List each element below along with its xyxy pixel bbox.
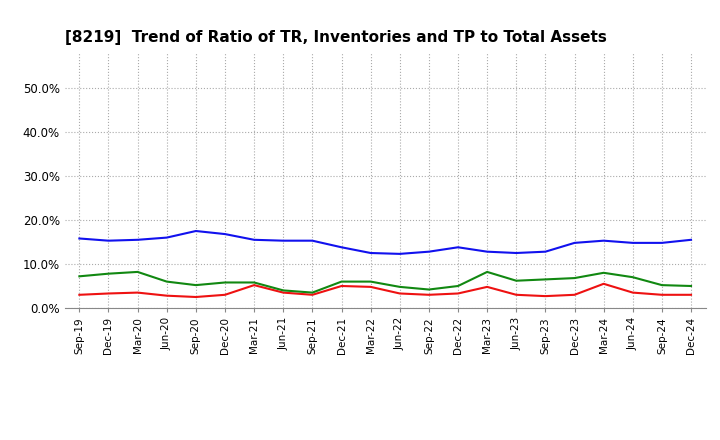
Trade Payables bbox=[599, 270, 608, 275]
Trade Payables bbox=[250, 280, 258, 285]
Inventories bbox=[570, 240, 579, 246]
Trade Receivables bbox=[250, 282, 258, 288]
Trade Receivables bbox=[657, 292, 666, 297]
Inventories bbox=[220, 231, 229, 237]
Trade Payables bbox=[512, 278, 521, 283]
Trade Payables bbox=[279, 288, 287, 293]
Trade Payables bbox=[133, 269, 142, 275]
Trade Payables bbox=[104, 271, 113, 276]
Inventories bbox=[366, 250, 375, 256]
Trade Payables bbox=[570, 275, 579, 281]
Trade Receivables bbox=[541, 293, 550, 299]
Inventories bbox=[657, 240, 666, 246]
Trade Receivables bbox=[163, 293, 171, 298]
Trade Receivables bbox=[75, 292, 84, 297]
Trade Payables bbox=[366, 279, 375, 284]
Trade Receivables bbox=[337, 283, 346, 289]
Trade Payables bbox=[220, 280, 229, 285]
Trade Payables bbox=[308, 290, 317, 295]
Trade Receivables bbox=[395, 291, 404, 296]
Inventories bbox=[687, 237, 696, 242]
Inventories bbox=[104, 238, 113, 243]
Inventories bbox=[308, 238, 317, 243]
Line: Trade Payables: Trade Payables bbox=[79, 272, 691, 293]
Inventories bbox=[192, 228, 200, 234]
Inventories bbox=[75, 236, 84, 241]
Line: Inventories: Inventories bbox=[79, 231, 691, 254]
Trade Receivables bbox=[308, 292, 317, 297]
Inventories bbox=[454, 245, 462, 250]
Trade Payables bbox=[395, 284, 404, 290]
Trade Receivables bbox=[366, 284, 375, 290]
Trade Receivables bbox=[483, 284, 492, 290]
Trade Payables bbox=[629, 275, 637, 280]
Trade Receivables bbox=[220, 292, 229, 297]
Inventories bbox=[541, 249, 550, 254]
Trade Receivables bbox=[425, 292, 433, 297]
Trade Payables bbox=[687, 283, 696, 289]
Trade Receivables bbox=[133, 290, 142, 295]
Text: [8219]  Trend of Ratio of TR, Inventories and TP to Total Assets: [8219] Trend of Ratio of TR, Inventories… bbox=[65, 29, 607, 45]
Trade Receivables bbox=[454, 291, 462, 296]
Line: Trade Receivables: Trade Receivables bbox=[79, 284, 691, 297]
Inventories bbox=[337, 245, 346, 250]
Trade Payables bbox=[75, 274, 84, 279]
Trade Receivables bbox=[629, 290, 637, 295]
Inventories bbox=[133, 237, 142, 242]
Inventories bbox=[395, 251, 404, 257]
Inventories bbox=[512, 250, 521, 256]
Inventories bbox=[629, 240, 637, 246]
Inventories bbox=[163, 235, 171, 240]
Trade Payables bbox=[657, 282, 666, 288]
Trade Payables bbox=[337, 279, 346, 284]
Trade Payables bbox=[425, 287, 433, 292]
Trade Payables bbox=[163, 279, 171, 284]
Trade Receivables bbox=[512, 292, 521, 297]
Trade Payables bbox=[483, 269, 492, 275]
Inventories bbox=[279, 238, 287, 243]
Trade Payables bbox=[541, 277, 550, 282]
Inventories bbox=[599, 238, 608, 243]
Trade Receivables bbox=[192, 294, 200, 300]
Trade Receivables bbox=[279, 290, 287, 295]
Trade Receivables bbox=[599, 281, 608, 286]
Inventories bbox=[250, 237, 258, 242]
Trade Receivables bbox=[570, 292, 579, 297]
Trade Payables bbox=[192, 282, 200, 288]
Trade Receivables bbox=[104, 291, 113, 296]
Inventories bbox=[425, 249, 433, 254]
Trade Payables bbox=[454, 283, 462, 289]
Inventories bbox=[483, 249, 492, 254]
Trade Receivables bbox=[687, 292, 696, 297]
